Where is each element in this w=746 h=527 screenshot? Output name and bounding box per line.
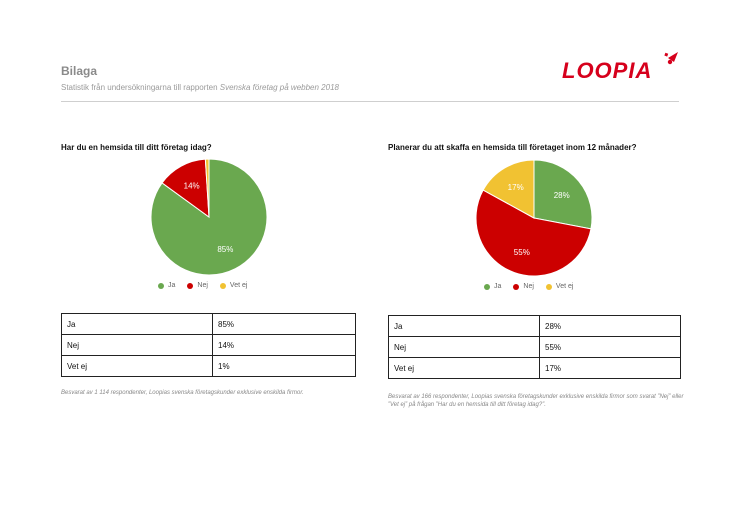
table-row: Vet ej 1% <box>61 355 356 377</box>
legend-label: Nej <box>197 282 208 289</box>
legend-2-item-vetej: Vet ej <box>545 283 574 290</box>
table-row: Ja 85% <box>61 313 356 335</box>
legend-label: Vet ej <box>229 282 248 289</box>
pie-chart-2: 28% 55% 17% <box>475 159 593 277</box>
table-row: Nej 14% <box>61 334 356 356</box>
document-title: Bilaga <box>61 64 98 78</box>
legend-1-item-nej: Nej <box>187 282 208 289</box>
loopia-logo: LOOPIA <box>562 52 678 83</box>
table-cell-label: Ja <box>388 315 540 337</box>
footnote-2: Besvarat av 166 respondenter, Loopias sv… <box>388 394 684 408</box>
pie-label-ja: 85% <box>217 245 233 254</box>
table-row: Nej 55% <box>388 336 681 358</box>
table-cell-label: Nej <box>388 336 540 358</box>
legend-2: Ja Nej Vet ej <box>484 283 573 290</box>
results-table-1: Ja 85% Nej 14% Vet ej 1% <box>61 313 356 377</box>
question-2-title: Planerar du att skaffa en hemsida till f… <box>388 143 637 152</box>
legend-dot-vetej <box>545 283 552 290</box>
legend-1: Ja Nej Vet ej <box>158 282 247 289</box>
legend-2-item-nej: Nej <box>513 283 534 290</box>
legend-dot-nej <box>513 283 520 290</box>
pie-slice-vetej <box>482 159 535 219</box>
pie-label-ja: 28% <box>554 191 570 200</box>
pie-slice-nej <box>161 158 210 219</box>
pie-label-nej: 14% <box>184 181 200 190</box>
pie-label-vetej: 17% <box>508 183 524 192</box>
legend-dot-ja <box>158 282 164 289</box>
table-row: Ja 28% <box>388 315 681 337</box>
legend-1-item-ja: Ja <box>158 282 175 289</box>
header-divider <box>61 101 679 102</box>
table-cell-value: 55% <box>539 336 681 358</box>
logo-wordmark: LOOPIA <box>562 58 652 83</box>
pie-label-nej: 55% <box>514 248 530 257</box>
table-row: Vet ej 17% <box>388 357 681 379</box>
logo-rocket-icon <box>664 52 678 65</box>
table-cell-label: Vet ej <box>388 357 540 379</box>
footnote-1: Besvarat av 1 114 respondenter, Loopias … <box>61 390 304 396</box>
legend-dot-ja <box>484 283 490 290</box>
document-subtitle: Statistik från undersökningarna till rap… <box>61 83 339 92</box>
table-cell-value: 14% <box>212 334 356 356</box>
legend-label: Ja <box>168 282 176 289</box>
pie-slice-ja <box>533 159 593 230</box>
pie-chart-1: 85% 14% <box>150 158 268 276</box>
table-cell-value: 85% <box>212 313 356 335</box>
table-cell-value: 28% <box>539 315 681 337</box>
table-cell-value: 1% <box>212 355 356 377</box>
pie-slice-nej <box>475 189 592 277</box>
table-cell-label: Ja <box>61 313 213 335</box>
subtitle-report-name: Svenska företag på webben 2018 <box>219 83 339 92</box>
subtitle-text: Statistik från undersökningarna till rap… <box>61 83 220 92</box>
legend-dot-vetej <box>219 282 226 289</box>
legend-2-item-ja: Ja <box>484 283 501 290</box>
table-cell-label: Nej <box>61 334 213 356</box>
table-cell-value: 17% <box>539 357 681 379</box>
pie-slice-vetej <box>204 158 210 218</box>
results-table-2: Ja 28% Nej 55% Vet ej 17% <box>388 315 681 379</box>
legend-dot-nej <box>187 282 194 289</box>
legend-label: Vet ej <box>555 283 574 290</box>
legend-label: Nej <box>523 283 534 290</box>
question-1-title: Har du en hemsida till ditt företag idag… <box>61 143 212 152</box>
legend-label: Ja <box>494 283 502 290</box>
legend-1-item-vetej: Vet ej <box>219 282 248 289</box>
table-cell-label: Vet ej <box>61 355 213 377</box>
